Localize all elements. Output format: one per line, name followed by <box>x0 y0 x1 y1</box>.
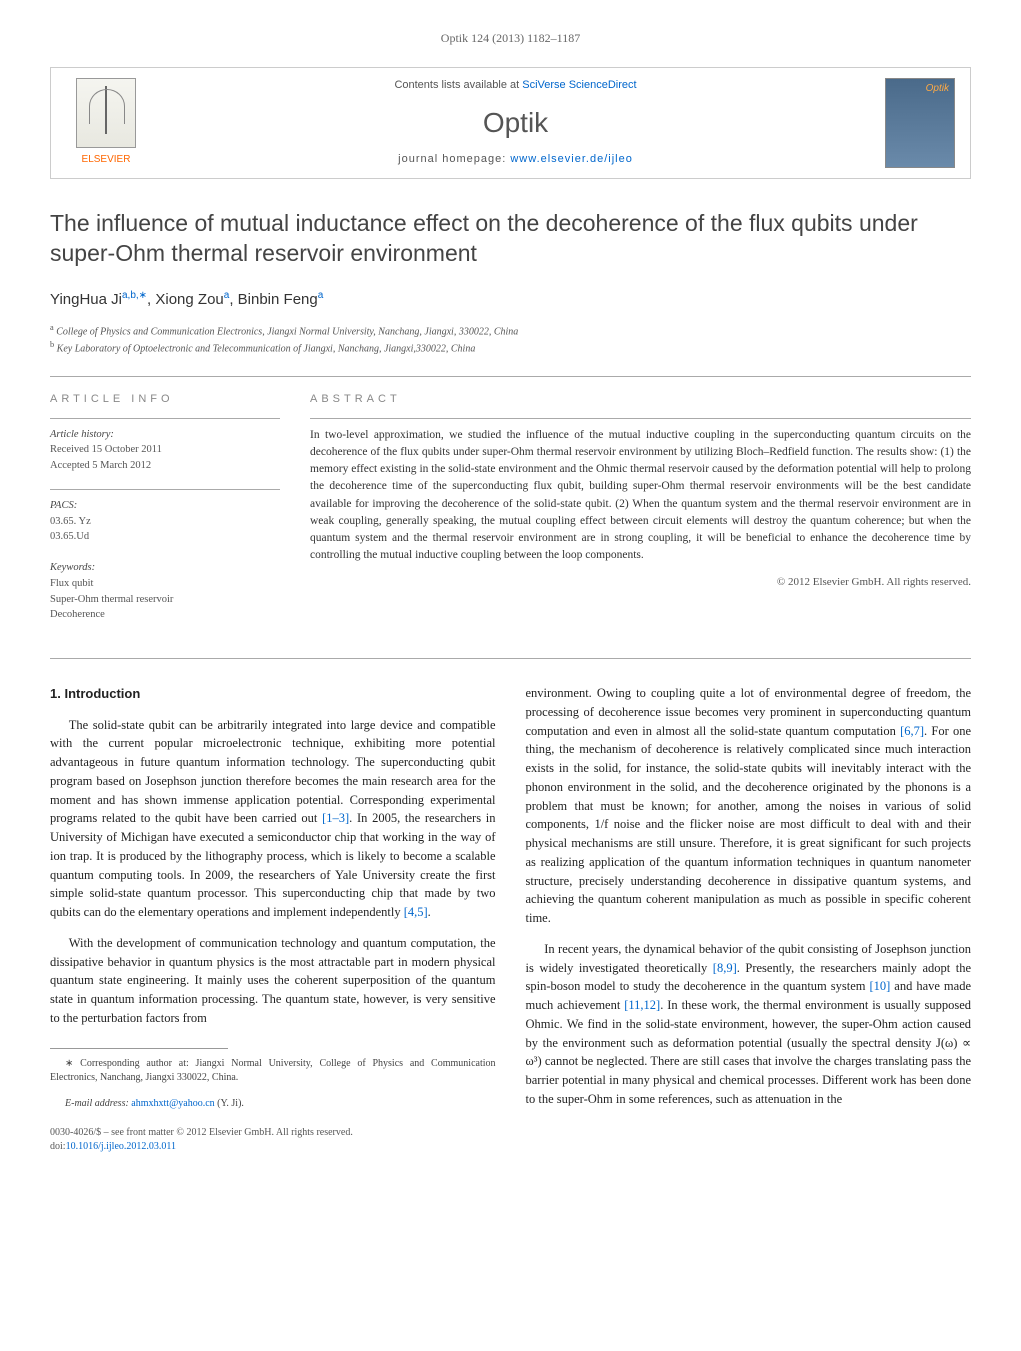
author-2: , Xiong Zou <box>147 291 224 308</box>
abstract-label: abstract <box>310 392 971 407</box>
article-title: The influence of mutual inductance effec… <box>50 209 971 269</box>
accepted-date: Accepted 5 March 2012 <box>50 458 280 474</box>
pacs-heading: PACS: <box>50 498 280 514</box>
abstract-divider <box>310 418 971 419</box>
email-label: E-mail address: <box>65 1098 131 1109</box>
keywords-heading: Keywords: <box>50 560 280 576</box>
ref-1-3-link[interactable]: [1–3] <box>322 811 349 825</box>
pacs-code-1: 03.65. Yz <box>50 514 280 530</box>
cover-brand-text: Optik <box>926 82 949 96</box>
email-link[interactable]: ahmxhxtt@yahoo.cn <box>131 1098 214 1109</box>
author-1-affil[interactable]: a,b,∗ <box>122 290 147 301</box>
divider <box>50 376 971 377</box>
footnote-separator <box>50 1048 228 1049</box>
keyword-3: Decoherence <box>50 607 280 623</box>
elsevier-tree-icon <box>76 78 136 148</box>
contents-available-line: Contents lists available at SciVerse Sci… <box>146 78 885 93</box>
doi-line: doi:10.1016/j.ijleo.2012.03.011 <box>50 1140 496 1154</box>
homepage-label: journal homepage: <box>398 153 510 165</box>
ref-6-7-link[interactable]: [6,7] <box>900 724 924 738</box>
affiliation-b: b Key Laboratory of Optoelectronic and T… <box>50 339 971 356</box>
info-abstract-row: article info Article history: Received 1… <box>50 392 971 638</box>
keywords-block: Keywords: Flux qubit Super-Ohm thermal r… <box>50 560 280 623</box>
abstract-text: In two-level approximation, we studied t… <box>310 427 971 565</box>
ref-10-link[interactable]: [10] <box>869 979 890 993</box>
intro-paragraph-4: In recent years, the dynamical behavior … <box>526 940 972 1109</box>
p1-text-c: . <box>428 905 431 919</box>
header-center: Contents lists available at SciVerse Sci… <box>146 78 885 168</box>
affiliation-b-text: Key Laboratory of Optoelectronic and Tel… <box>57 343 476 354</box>
keyword-2: Super-Ohm thermal reservoir <box>50 592 280 608</box>
corresponding-author-footnote: ∗ Corresponding author at: Jiangxi Norma… <box>50 1057 496 1085</box>
sciencedirect-link[interactable]: SciVerse ScienceDirect <box>522 79 636 91</box>
issn-line: 0030-4026/$ – see front matter © 2012 El… <box>50 1126 496 1140</box>
article-history: Article history: Received 15 October 201… <box>50 427 280 474</box>
section-1-heading: 1. Introduction <box>50 684 496 704</box>
pacs-code-2: 03.65.Ud <box>50 529 280 545</box>
doi-label: doi: <box>50 1141 66 1152</box>
bottom-publication-info: 0030-4026/$ – see front matter © 2012 El… <box>50 1126 496 1154</box>
doi-link[interactable]: 10.1016/j.ijleo.2012.03.011 <box>66 1141 176 1152</box>
body-two-column: 1. Introduction The solid-state qubit ca… <box>50 684 971 1154</box>
abstract-copyright: © 2012 Elsevier GmbH. All rights reserve… <box>310 575 971 590</box>
received-date: Received 15 October 2011 <box>50 442 280 458</box>
journal-header: ELSEVIER Contents lists available at Sci… <box>50 67 971 179</box>
divider <box>50 658 971 659</box>
author-3: , Binbin Feng <box>229 291 317 308</box>
p3-text-b: . For one thing, the mechanism of decohe… <box>526 724 972 926</box>
intro-paragraph-1: The solid-state qubit can be arbitrarily… <box>50 716 496 922</box>
email-footnote: E-mail address: ahmxhxtt@yahoo.cn (Y. Ji… <box>50 1097 496 1111</box>
affiliation-a-text: College of Physics and Communication Ele… <box>56 326 518 337</box>
ref-8-9-link[interactable]: [8,9] <box>713 961 737 975</box>
p1-text-a: The solid-state qubit can be arbitrarily… <box>50 718 496 826</box>
p1-text-b: . In 2005, the researchers in University… <box>50 811 496 919</box>
intro-paragraph-3: environment. Owing to coupling quite a l… <box>526 684 972 928</box>
pacs-block: PACS: 03.65. Yz 03.65.Ud <box>50 498 280 545</box>
authors-line: YingHua Jia,b,∗, Xiong Zou a, Binbin Feng… <box>50 289 971 310</box>
body-left-column: 1. Introduction The solid-state qubit ca… <box>50 684 496 1154</box>
keyword-1: Flux qubit <box>50 576 280 592</box>
contents-text: Contents lists available at <box>394 79 522 91</box>
email-suffix: (Y. Ji). <box>215 1098 244 1109</box>
article-info-label: article info <box>50 392 280 407</box>
journal-name: Optik <box>146 103 885 142</box>
history-heading: Article history: <box>50 427 280 443</box>
info-divider <box>50 489 280 490</box>
body-right-column: environment. Owing to coupling quite a l… <box>526 684 972 1154</box>
ref-11-12-link[interactable]: [11,12] <box>624 998 660 1012</box>
abstract-column: abstract In two-level approximation, we … <box>310 392 971 638</box>
article-info-column: article info Article history: Received 1… <box>50 392 280 638</box>
author-1: YingHua Ji <box>50 291 122 308</box>
p4-text-d: . In these work, the thermal environment… <box>526 998 972 1106</box>
affiliations: a College of Physics and Communication E… <box>50 322 971 357</box>
publisher-block: ELSEVIER <box>66 78 146 167</box>
ref-4-5-link[interactable]: [4,5] <box>404 905 428 919</box>
affiliation-a: a College of Physics and Communication E… <box>50 322 971 339</box>
intro-paragraph-2: With the development of communication te… <box>50 934 496 1028</box>
homepage-link[interactable]: www.elsevier.de/ijleo <box>510 153 633 165</box>
homepage-line: journal homepage: www.elsevier.de/ijleo <box>146 152 885 167</box>
publisher-name: ELSEVIER <box>82 153 131 167</box>
journal-cover-thumbnail: Optik <box>885 78 955 168</box>
author-3-affil[interactable]: a <box>318 290 324 301</box>
info-divider <box>50 418 280 419</box>
journal-reference: Optik 124 (2013) 1182–1187 <box>50 30 971 47</box>
